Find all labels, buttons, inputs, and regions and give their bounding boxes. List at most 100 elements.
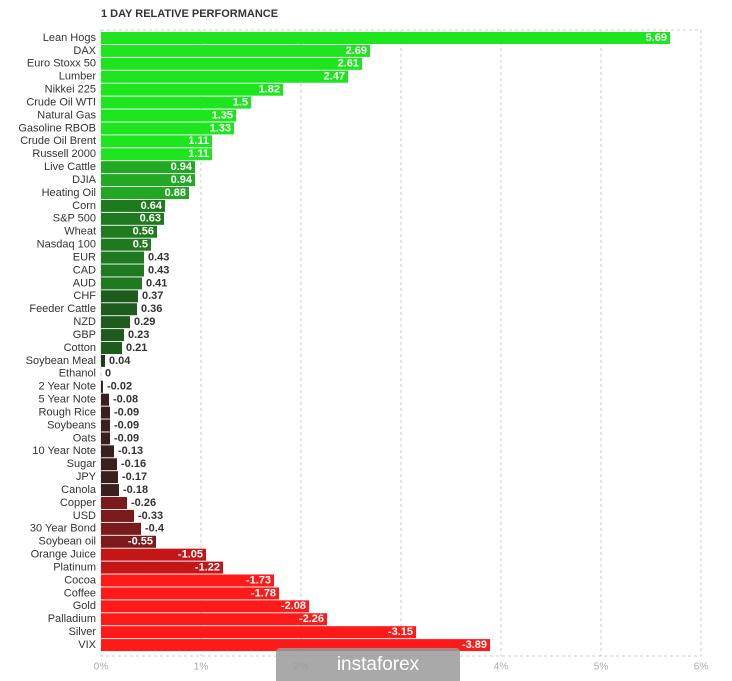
value-label: 1.82 <box>259 84 280 96</box>
y-tick-label: Live Cattle <box>44 161 96 173</box>
y-tick-label: Rough Rice <box>39 406 96 418</box>
y-tick-label: USD <box>73 510 96 522</box>
bar <box>101 626 416 639</box>
x-tick-label: 5% <box>594 662 609 673</box>
value-label: -2.08 <box>281 600 306 612</box>
bar <box>101 83 283 96</box>
bar <box>101 44 370 57</box>
value-label: -0.09 <box>114 432 139 444</box>
value-label: -3.89 <box>462 639 487 651</box>
value-label: -1.05 <box>178 549 203 561</box>
y-tick-label: GBP <box>73 329 96 341</box>
y-tick-label: EUR <box>73 251 96 263</box>
bar <box>101 445 114 458</box>
y-tick-label: Cotton <box>64 342 96 354</box>
bar <box>101 290 138 303</box>
bar <box>101 587 279 600</box>
y-tick-label: Platinum <box>53 561 96 573</box>
y-tick-label: 10 Year Note <box>32 445 96 457</box>
bar <box>101 484 119 497</box>
value-label: -0.4 <box>145 523 165 535</box>
value-label: -0.18 <box>123 484 148 496</box>
bar <box>101 561 223 574</box>
bar <box>101 574 274 587</box>
bar <box>101 122 234 135</box>
value-label: 0.94 <box>171 161 193 173</box>
value-label: 2.69 <box>346 45 367 57</box>
value-label: 1.5 <box>233 96 248 108</box>
y-tick-label: Canola <box>61 484 97 496</box>
y-tick-label: Silver <box>68 626 96 638</box>
bar <box>101 613 327 626</box>
y-tick-label: Corn <box>72 200 96 212</box>
value-label: -0.13 <box>118 445 143 457</box>
value-label: -1.78 <box>251 587 276 599</box>
value-label: 0.23 <box>128 329 149 341</box>
bar <box>101 316 130 329</box>
bar <box>101 432 110 445</box>
bar <box>101 419 110 432</box>
bar <box>101 109 236 122</box>
value-label: 0.36 <box>141 303 162 315</box>
chart-title: 1 DAY RELATIVE PERFORMANCE <box>101 8 278 20</box>
y-tick-label: Gold <box>73 600 96 612</box>
bar <box>101 277 142 290</box>
value-label: -0.55 <box>128 536 153 548</box>
bar <box>101 187 189 199</box>
value-label: -0.26 <box>131 497 156 509</box>
y-tick-label: 5 Year Note <box>39 394 97 406</box>
bar <box>101 509 134 522</box>
y-tick-label: CAD <box>73 264 96 276</box>
y-tick-label: JPY <box>76 471 97 483</box>
y-tick-label: DAX <box>73 45 96 57</box>
bar <box>101 522 141 535</box>
y-tick-label: Soybeans <box>47 419 96 431</box>
bar <box>101 161 195 174</box>
y-tick-label: Palladium <box>48 613 96 625</box>
value-label: 1.11 <box>188 135 209 147</box>
y-tick-label: Feeder Cattle <box>29 303 96 315</box>
bar <box>101 238 151 251</box>
y-tick-label: Nikkei 225 <box>45 84 96 96</box>
y-tick-label: Crude Oil Brent <box>20 135 96 147</box>
bar <box>101 148 212 161</box>
y-tick-label: Ethanol <box>59 368 96 380</box>
bar <box>101 329 124 342</box>
bar <box>101 174 195 187</box>
bar <box>101 600 309 613</box>
bar <box>101 212 164 225</box>
y-tick-label: Gasoline RBOB <box>18 122 96 134</box>
y-tick-label: Crude Oil WTI <box>26 96 96 108</box>
y-tick-label: Coffee <box>64 587 96 599</box>
x-tick-label: 6% <box>694 662 709 673</box>
x-tick-label: 0% <box>94 662 109 673</box>
bar <box>101 225 157 238</box>
y-tick-label: Orange Juice <box>31 549 96 561</box>
y-tick-label: Wheat <box>64 226 96 238</box>
y-tick-label: Nasdaq 100 <box>37 239 96 251</box>
value-label: -0.08 <box>113 394 138 406</box>
value-label: 0.88 <box>165 187 186 199</box>
value-label: -2.26 <box>299 613 324 625</box>
bar <box>101 471 118 484</box>
y-tick-label: CHF <box>73 290 96 302</box>
y-tick-label: Lean Hogs <box>43 32 97 44</box>
value-label: 0.56 <box>133 226 154 238</box>
y-tick-label: Natural Gas <box>37 109 96 121</box>
value-label: 1.35 <box>212 109 233 121</box>
bar <box>101 497 127 509</box>
watermark-box <box>276 648 460 681</box>
value-label: 0.63 <box>140 213 161 225</box>
bar <box>101 32 670 44</box>
bar <box>101 535 156 548</box>
y-tick-label: Cocoa <box>64 574 97 586</box>
x-tick-label: 1% <box>194 662 209 673</box>
value-label: -0.17 <box>122 471 147 483</box>
y-tick-label: NZD <box>73 316 96 328</box>
value-label: -0.16 <box>121 458 146 470</box>
bar <box>101 303 137 316</box>
value-label: 2.47 <box>324 71 345 83</box>
value-label: -3.15 <box>388 626 413 638</box>
value-label: 0.04 <box>109 355 131 367</box>
value-label: -1.73 <box>246 574 271 586</box>
